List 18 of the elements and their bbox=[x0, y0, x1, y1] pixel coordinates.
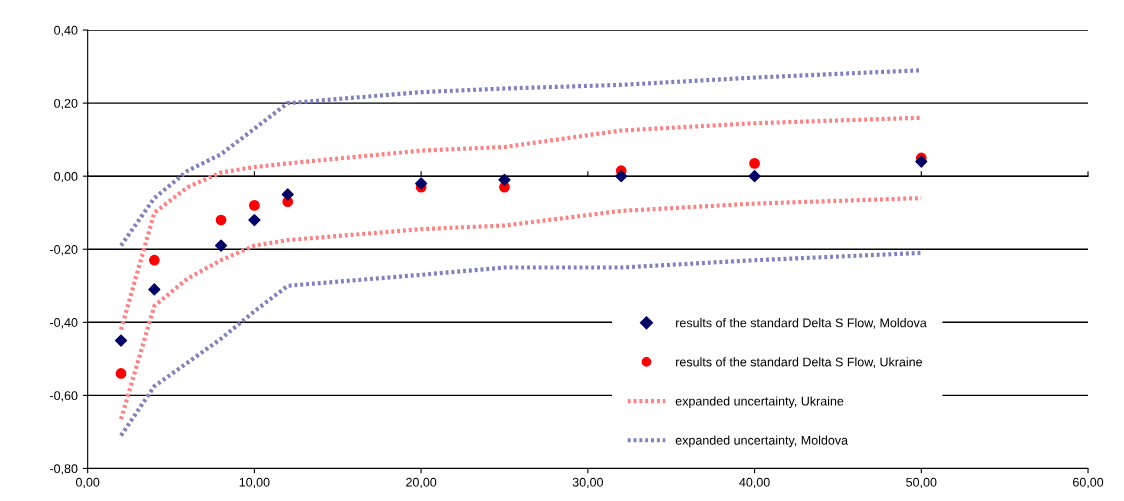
y-tick-label: -0,20 bbox=[50, 245, 78, 256]
y-tick-label: 0,40 bbox=[54, 25, 78, 37]
legend-label: results of the standard Delta S Flow, Ukraine bbox=[676, 357, 923, 368]
y-tick-label: 0,20 bbox=[54, 98, 78, 110]
x-tick-label: 10,00 bbox=[239, 477, 270, 489]
x-tick-label: 30,00 bbox=[572, 477, 603, 489]
y-tick-label: -0,40 bbox=[50, 318, 78, 329]
x-tick-label: 50,00 bbox=[906, 477, 937, 489]
y-tick-label: -0,60 bbox=[50, 391, 78, 402]
x-tick-label: 20,00 bbox=[406, 477, 437, 489]
y-tick-label: -0,80 bbox=[50, 464, 78, 475]
legend-label: expanded uncertainty, Ukraine bbox=[675, 396, 844, 409]
x-tick-label: 40,00 bbox=[739, 477, 770, 489]
x-tick-label: 0,00 bbox=[76, 477, 100, 489]
y-tick-label: 0,00 bbox=[54, 171, 78, 183]
x-tick-label: 60,00 bbox=[1073, 477, 1104, 489]
legend-label: expanded uncertainty, Moldova bbox=[675, 435, 849, 448]
legend-label: results of the standard Delta S Flow, Moldova bbox=[676, 318, 927, 329]
